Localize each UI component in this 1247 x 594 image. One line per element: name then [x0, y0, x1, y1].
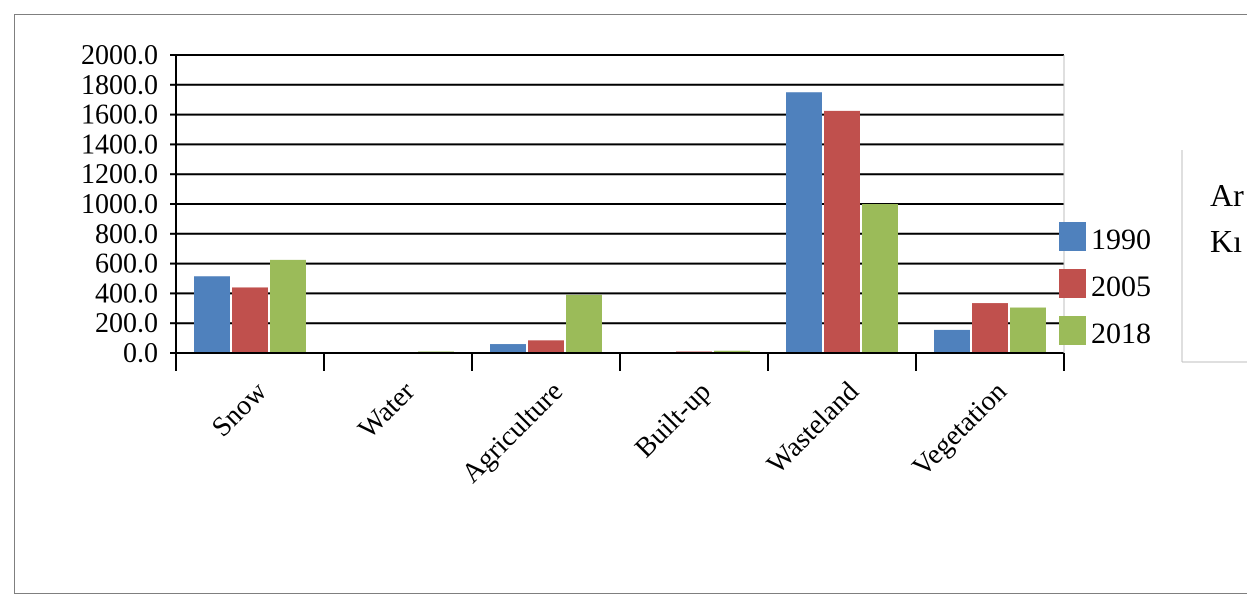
legend-label-2005: 2005: [1091, 270, 1151, 303]
category-label-built-up: Built-up: [629, 376, 717, 464]
bar-built-up-2018: [714, 350, 750, 353]
bar-snow-1990: [194, 276, 230, 353]
legend-swatch-2005: [1059, 269, 1086, 298]
category-label-snow: Snow: [206, 375, 274, 443]
y-tick-label: 2000.0: [81, 40, 158, 71]
bar-agriculture-1990: [490, 344, 526, 353]
bar-snow-2018: [270, 259, 306, 353]
gridlines: [176, 54, 1064, 325]
legend-swatch-2018: [1059, 316, 1086, 345]
y-tick-label: 1400.0: [81, 129, 158, 160]
bar-wasteland-2018: [862, 204, 898, 353]
y-tick-label: 600.0: [95, 249, 158, 280]
y-tick-label: 0.0: [123, 338, 158, 369]
side-text-line-2: Kı: [1210, 223, 1242, 259]
bar-vegetation-1990: [934, 329, 970, 353]
bars: [194, 92, 1046, 353]
legend-label-2018: 2018: [1091, 317, 1151, 350]
bar-agriculture-2018: [566, 294, 602, 353]
bar-vegetation-2018: [1010, 307, 1046, 353]
x-tick-marks: [175, 353, 1065, 371]
legend-label-1990: 1990: [1091, 223, 1151, 256]
y-tick-label: 1200.0: [81, 159, 158, 190]
y-tick-label: 1800.0: [81, 70, 158, 101]
y-tick-label: 400.0: [95, 278, 158, 309]
y-tick-label: 1600.0: [81, 100, 158, 131]
y-tick-labels: 0.0200.0400.0600.0800.01000.01200.01400.…: [81, 40, 176, 369]
side-text-line-1: Ar: [1210, 177, 1244, 213]
legend: 1990 2005 2018: [1059, 222, 1151, 350]
category-labels: Snow Water Agriculture Built-up Wasteland Veg…: [206, 375, 1013, 489]
side-panel: Ar Kı: [1181, 150, 1247, 363]
bar-wasteland-1990: [786, 92, 822, 353]
legend-swatch-1990: [1059, 222, 1086, 251]
bar-agriculture-2005: [528, 340, 564, 353]
category-label-vegetation: Vegetation: [906, 376, 1013, 483]
bar-chart: 0.0200.0400.0600.0800.01000.01200.01400.…: [81, 40, 1247, 489]
y-tick-label: 1000.0: [81, 189, 158, 220]
y-tick-label: 800.0: [95, 219, 158, 250]
category-label-agriculture: Agriculture: [456, 376, 569, 489]
category-label-water: Water: [352, 376, 421, 445]
bar-snow-2005: [232, 287, 268, 353]
bar-wasteland-2005: [824, 110, 860, 353]
category-label-wasteland: Wasteland: [761, 376, 865, 480]
bar-vegetation-2005: [972, 303, 1008, 353]
y-tick-label: 200.0: [95, 308, 158, 339]
